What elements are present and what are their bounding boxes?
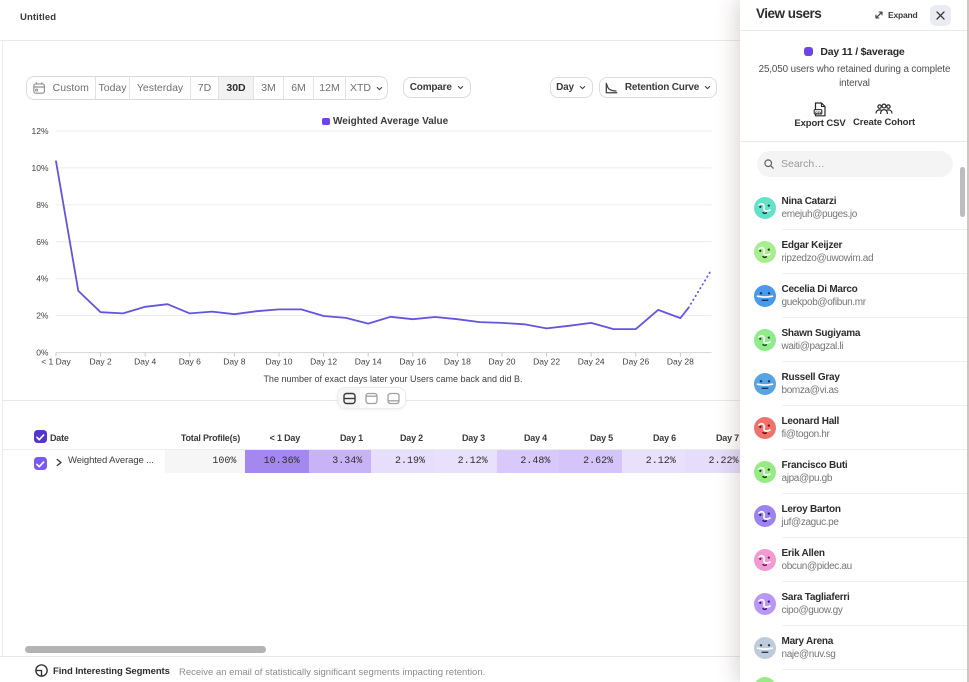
svg-text:6%: 6% <box>36 237 49 247</box>
svg-text:Day 26: Day 26 <box>622 357 649 367</box>
svg-text:4%: 4% <box>36 274 49 284</box>
svg-text:Day 4: Day 4 <box>134 357 156 367</box>
svg-text:Day 12: Day 12 <box>310 357 337 367</box>
svg-text:Day 10: Day 10 <box>266 357 293 367</box>
svg-text:csv: csv <box>815 110 822 114</box>
svg-text:Day 24: Day 24 <box>578 357 605 367</box>
svg-text:Day 28: Day 28 <box>667 357 694 367</box>
svg-text:Day 14: Day 14 <box>355 357 382 367</box>
svg-text:10%: 10% <box>31 163 48 173</box>
svg-text:8%: 8% <box>36 200 49 210</box>
svg-text:2%: 2% <box>36 311 49 321</box>
svg-text:Day 22: Day 22 <box>533 357 560 367</box>
svg-text:Day 20: Day 20 <box>489 357 516 367</box>
svg-text:Day 8: Day 8 <box>223 357 245 367</box>
svg-text:12%: 12% <box>31 126 48 136</box>
svg-text:Day 6: Day 6 <box>179 357 201 367</box>
svg-text:< 1 Day: < 1 Day <box>41 357 71 367</box>
svg-text:Day 18: Day 18 <box>444 357 471 367</box>
svg-text:Day 2: Day 2 <box>89 357 111 367</box>
svg-text:0%: 0% <box>36 348 49 358</box>
svg-text:Day 16: Day 16 <box>399 357 426 367</box>
